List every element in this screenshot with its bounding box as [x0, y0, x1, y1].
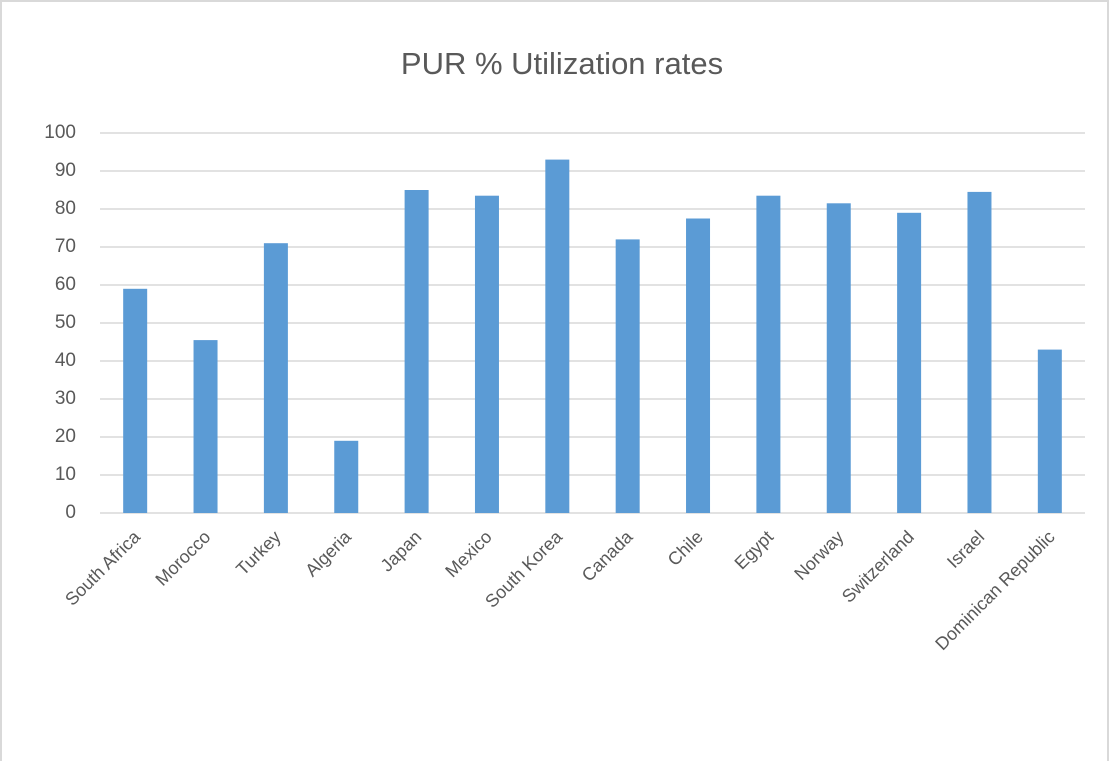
y-tick-label: 20 — [55, 426, 76, 447]
y-tick-label: 80 — [55, 198, 76, 219]
bar — [474, 195, 499, 513]
bar — [1037, 349, 1062, 513]
bar — [756, 195, 781, 513]
bar — [686, 218, 711, 513]
y-tick-label: 70 — [55, 236, 76, 257]
bar — [263, 243, 288, 513]
bar — [826, 203, 851, 514]
bar — [123, 288, 148, 513]
bar — [897, 212, 922, 514]
bar — [545, 159, 570, 513]
bar — [404, 190, 429, 513]
bar — [193, 340, 218, 513]
bar — [967, 191, 992, 513]
y-tick-label: 0 — [65, 502, 76, 523]
y-tick-label: 10 — [55, 464, 76, 485]
bar — [334, 440, 359, 513]
y-tick-label: 100 — [44, 122, 76, 143]
y-tick-label: 30 — [55, 388, 76, 409]
y-tick-label: 60 — [55, 274, 76, 295]
chart-title: PUR % Utilization rates — [401, 46, 723, 81]
y-tick-label: 90 — [55, 160, 76, 181]
y-tick-label: 40 — [55, 350, 76, 371]
bar — [615, 239, 640, 513]
y-tick-label: 50 — [55, 312, 76, 333]
